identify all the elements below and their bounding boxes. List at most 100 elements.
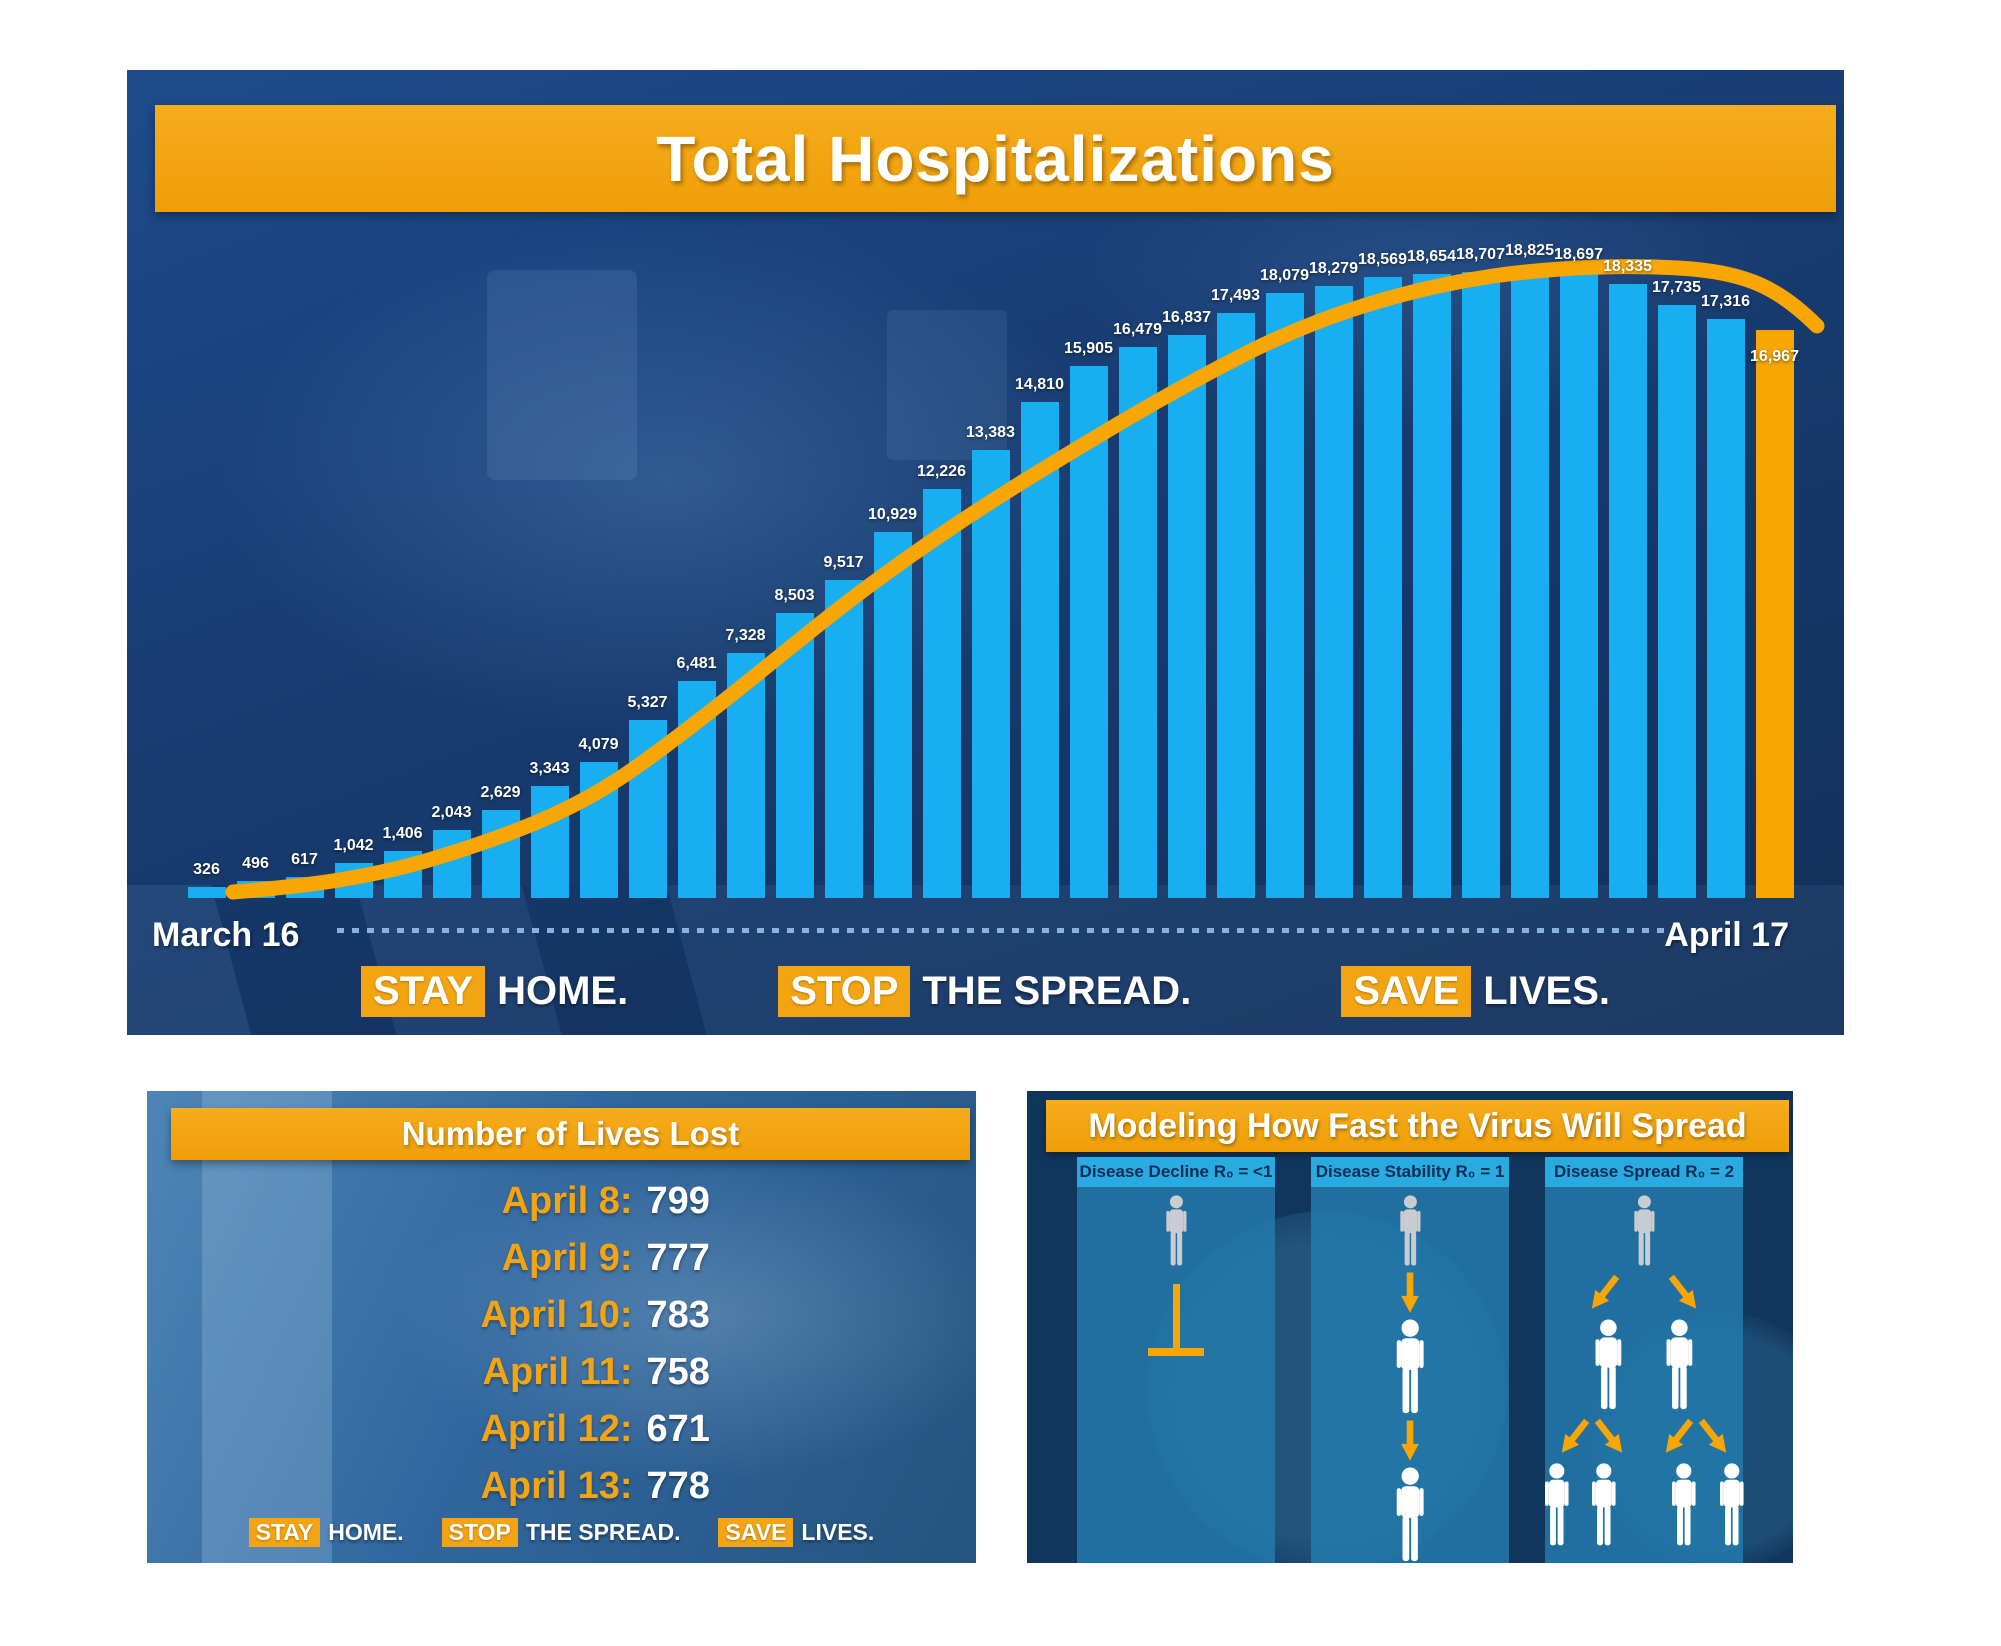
bar-value-label: 18,707: [1456, 245, 1505, 263]
tagline-segment: SAVE LIVES.: [1341, 966, 1610, 1017]
bar-value-label: 326: [193, 861, 220, 878]
lives-tagline: STAY HOME. STOP THE SPREAD. SAVE LIVES.: [147, 1518, 976, 1547]
bar-value-label: 12,226: [917, 462, 966, 480]
diagram-row: [1540, 1463, 1748, 1547]
bar-value-label: 18,697: [1554, 246, 1603, 264]
bar-value-label: 18,335: [1603, 258, 1652, 276]
tagline-segment: STOP THE SPREAD.: [778, 966, 1191, 1017]
tagline-text: LIVES.: [1483, 969, 1610, 1013]
arrow-diagonal-icon: [1668, 1274, 1697, 1309]
modeling-column: Disease Stability R₀ = 1: [1311, 1157, 1509, 1563]
modeling-column-header: Disease Decline R₀ = <1: [1077, 1157, 1275, 1187]
arrow-pair: [1667, 1463, 1748, 1547]
arrow-diagonal-icon: [1591, 1274, 1620, 1309]
bar-value-label: 18,279: [1309, 260, 1358, 278]
modeling-column: Disease Spread R₀ = 2: [1544, 1157, 1744, 1563]
lives-lost-row: April 10: 783: [147, 1287, 976, 1344]
bar-labels-layer: 326 496 617 1,042 1,406 2,043 2,629 3,343 4,079 5…: [182, 242, 1799, 898]
bar-value-label: 617: [291, 851, 318, 869]
x-axis-end-label: April 17: [1664, 916, 1789, 954]
diagram-row: [1561, 1416, 1727, 1458]
modeling-column-body: [1077, 1187, 1275, 1356]
lives-date-label: April 12:: [480, 1408, 633, 1450]
arrow-diagonal-icon: [1594, 1418, 1623, 1453]
tagline-highlight: STOP: [778, 966, 911, 1017]
bar-value-label: 16,479: [1113, 320, 1162, 338]
tagline-segment: STAY HOME.: [248, 1518, 404, 1547]
diagram-row: [1162, 1195, 1191, 1267]
title-banner: Total Hospitalizations: [155, 105, 1836, 212]
tagline-segment: STAY HOME.: [361, 966, 628, 1017]
person-icon: [1633, 1195, 1655, 1266]
person-icon: [1165, 1195, 1187, 1266]
x-axis-start-label: March 16: [152, 916, 300, 954]
bar-value-label: 1,406: [382, 824, 423, 842]
person-icon: [1544, 1463, 1569, 1546]
person-icon: [1399, 1195, 1421, 1266]
bar-value-label: 4,079: [578, 735, 619, 753]
bar-value-label: 14,810: [1015, 376, 1064, 394]
bar-value-label: 6,481: [676, 655, 717, 673]
lives-date-label: April 9:: [501, 1237, 633, 1279]
bar-value-label: 8,503: [774, 587, 815, 605]
person-icon: [1719, 1463, 1744, 1546]
tagline-highlight: SAVE: [718, 1518, 794, 1547]
tagline-highlight: SAVE: [1341, 966, 1472, 1017]
arrow-pair: [1665, 1416, 1727, 1458]
lives-lost-title: Number of Lives Lost: [401, 1115, 740, 1152]
lives-lost-row: April 12: 671: [147, 1401, 976, 1458]
arrow-pair: [1561, 1416, 1623, 1458]
person-icon: [1666, 1319, 1693, 1410]
x-axis-dotted-line: [337, 928, 1673, 933]
modeling-title: Modeling How Fast the Virus Will Spread: [1088, 1106, 1747, 1145]
arrow-pair: [1540, 1463, 1621, 1547]
spread-terminator-icon: [1148, 1284, 1204, 1356]
bar-value-label: 17,316: [1701, 292, 1750, 310]
tagline-highlight: STAY: [361, 966, 486, 1017]
diagram-row: [1399, 1272, 1421, 1314]
tagline-text: LIVES.: [801, 1519, 875, 1545]
lives-count-value: 758: [646, 1351, 710, 1393]
diagram-row: [1591, 1272, 1697, 1314]
bar-value-label: 496: [242, 855, 269, 873]
bar-value-label: 2,629: [480, 784, 521, 801]
arrow-diagonal-icon: [1698, 1418, 1727, 1453]
tagline-text: THE SPREAD.: [922, 969, 1192, 1013]
lives-count-value: 671: [646, 1408, 710, 1450]
tagline-segment: SAVE LIVES.: [718, 1518, 874, 1547]
diagram-row: [1590, 1319, 1698, 1411]
tagline-text: HOME.: [497, 969, 629, 1013]
bar-value-label: 17,735: [1652, 278, 1701, 296]
arrow-diagonal-icon: [1561, 1418, 1590, 1453]
lives-date-label: April 11:: [482, 1351, 633, 1393]
bar-value-label: 16,967: [1750, 348, 1799, 366]
bar-value-label: 17,493: [1211, 286, 1260, 304]
lives-lost-row: April 13: 778: [147, 1458, 976, 1515]
modeling-column-body: [1311, 1187, 1509, 1563]
tagline-highlight: STOP: [441, 1518, 518, 1547]
bar-value-label: 1,042: [333, 837, 374, 855]
bar-value-label: 16,837: [1162, 308, 1211, 326]
bar-value-label: 10,929: [868, 506, 917, 524]
lives-count-value: 799: [646, 1180, 710, 1222]
tagline-highlight: STAY: [248, 1518, 321, 1547]
person-icon: [1396, 1319, 1424, 1414]
lives-lost-row: April 11: 758: [147, 1344, 976, 1401]
person-icon: [1595, 1319, 1622, 1410]
tagline-text: THE SPREAD.: [525, 1519, 681, 1545]
title-banner: Modeling How Fast the Virus Will Spread: [1046, 1100, 1789, 1152]
lives-count-value: 783: [646, 1294, 710, 1336]
bar-value-label: 18,079: [1260, 267, 1309, 284]
bar-value-label: 2,043: [431, 803, 472, 821]
arrow-down-icon: [1401, 1272, 1419, 1313]
bar-value-label: 18,569: [1358, 250, 1407, 268]
bar-value-label: 7,328: [725, 626, 766, 644]
arrow-diagonal-icon: [1665, 1418, 1694, 1453]
bar-value-label: 3,343: [529, 760, 570, 778]
hospitalizations-panel: Total Hospitalizations 326 496 617 1,042 1,4…: [127, 70, 1844, 1035]
top-tagline: STAY HOME. STOP THE SPREAD. SAVE LIVES.: [127, 966, 1844, 1017]
diagram-row: [1630, 1195, 1659, 1267]
lives-lost-row: April 9: 777: [147, 1230, 976, 1287]
tagline-text: HOME.: [328, 1519, 404, 1545]
